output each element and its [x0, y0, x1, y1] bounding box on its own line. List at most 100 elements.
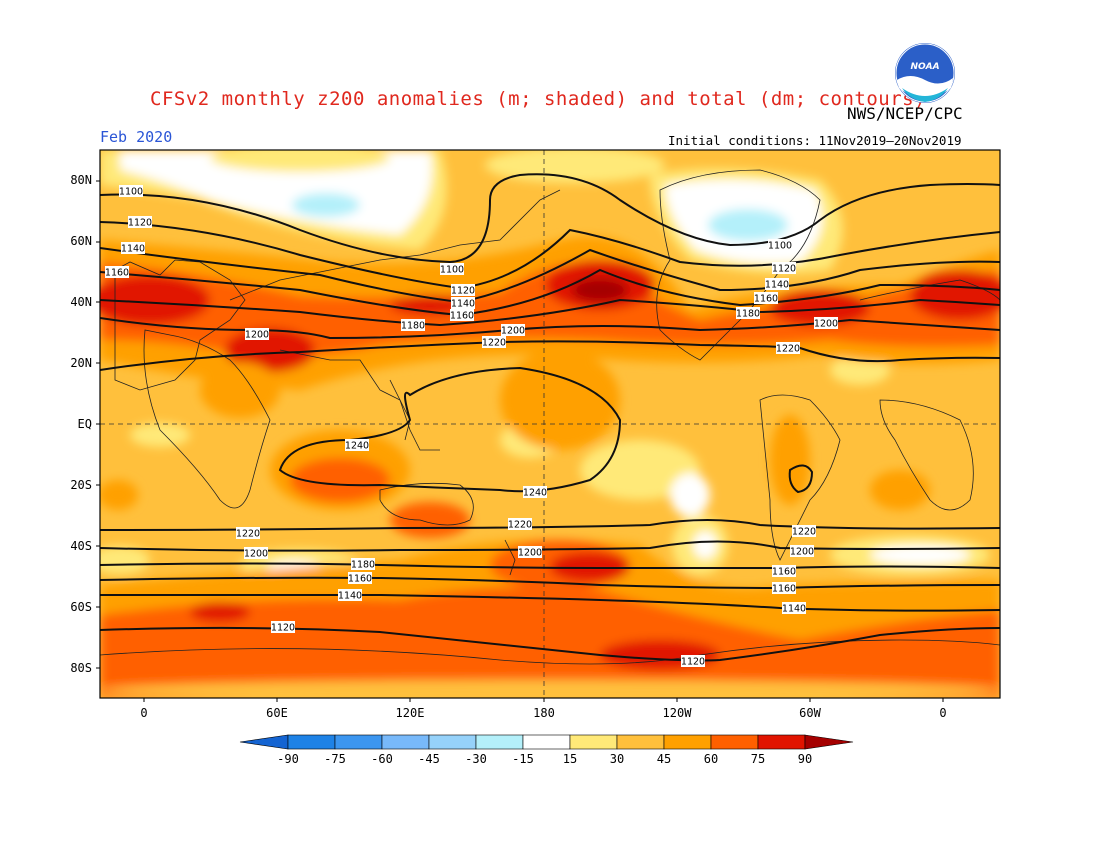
contour-label-bg [814, 317, 838, 329]
contour-label-bg [736, 307, 760, 319]
anomaly-neutral-patch [693, 531, 717, 559]
anomaly-60-belt-south [100, 586, 1000, 698]
anomaly-neutral-patch [670, 473, 710, 517]
contour-label-1120: 1120 [271, 623, 295, 634]
anomaly-negative-arctic [292, 193, 360, 217]
colorbar-label: -90 [277, 752, 299, 766]
lat-label-80s: 80S [70, 661, 92, 675]
coastline [143, 329, 271, 509]
contour-label-1220: 1220 [776, 344, 800, 355]
lat-label-40n: 40N [70, 295, 92, 309]
coastline [759, 394, 841, 561]
colorbar-cell [616, 734, 665, 750]
contour-1160 [100, 268, 1000, 317]
contour-label-bg [776, 342, 800, 354]
contour-label-bg [345, 439, 369, 451]
contour-label-1180: 1180 [736, 309, 760, 320]
contour-label-bg [501, 324, 525, 336]
anomaly-45-pacific [500, 350, 620, 450]
anomaly-15-patch [580, 440, 700, 500]
contour-label-1220: 1220 [482, 338, 506, 349]
colorbar-label: 60 [703, 752, 719, 766]
contour-label-bg [338, 589, 362, 601]
contour-label-bg [792, 525, 816, 537]
contour-label-bg [508, 518, 532, 530]
anomaly-75-europe [100, 275, 210, 325]
anomaly-45-south-america [770, 415, 810, 505]
contour-label-1100: 1100 [119, 187, 143, 198]
anomaly-60-indian-ocean [290, 458, 390, 502]
contour-label-1160: 1160 [105, 268, 129, 279]
contour-label-1180: 1180 [401, 321, 425, 332]
contour-label-1120: 1120 [772, 264, 796, 275]
contour-label-1100: 1100 [768, 241, 792, 252]
anomaly-15-patch [100, 546, 150, 574]
contour-label-bg [271, 621, 295, 633]
contour-label-bg [128, 216, 152, 228]
contour-label-bg [245, 328, 269, 340]
contour-label-bg [772, 262, 796, 274]
contour-1220 [100, 340, 1000, 371]
coastlines [100, 169, 1000, 665]
lon-label-120e: 120E [395, 706, 425, 720]
contour-label-1140: 1140 [451, 299, 475, 310]
contour-label-bg [482, 336, 506, 348]
anomaly-60-australia [390, 502, 470, 538]
lon-ticks [143, 698, 944, 702]
contour-label-1220: 1220 [236, 529, 260, 540]
colorbar [239, 734, 854, 750]
colorbar-cell [334, 734, 383, 750]
contour-label-1200: 1200 [790, 547, 814, 558]
contour-label-bg [244, 547, 268, 559]
contour-label-bg [790, 545, 814, 557]
contour-label-1200: 1200 [814, 319, 838, 330]
anomaly-15-patch [210, 150, 390, 172]
anomaly-75-antarctic [190, 602, 250, 622]
lat-label-60n: 60N [70, 234, 92, 248]
agency-label: NWS/NCEP/CPC [847, 104, 963, 123]
lon-label-180: 180 [533, 706, 555, 720]
contour-label-1120: 1120 [451, 286, 475, 297]
contour-label-bg [351, 558, 375, 570]
contour-label-1160: 1160 [348, 574, 372, 585]
lon-label-0: 0 [140, 706, 148, 720]
svg-text:NOAA: NOAA [910, 62, 939, 72]
initial-conditions: Initial conditions: 11Nov2019–20Nov2019 [668, 133, 962, 148]
contour-label-1120: 1120 [128, 218, 152, 229]
contour-label-1200: 1200 [501, 326, 525, 337]
lat-label-60s: 60S [70, 600, 92, 614]
contour-1180 [100, 298, 1000, 327]
contour-label-bg [119, 185, 143, 197]
contour-1100 [100, 173, 1000, 264]
contour-label-1220: 1220 [508, 520, 532, 531]
anomaly-negative-greenland [708, 209, 788, 241]
lat-label-40s: 40S [70, 539, 92, 553]
contour-1180-south [100, 562, 1000, 570]
contour-label-1120: 1120 [681, 657, 705, 668]
contour-1220-south [100, 519, 1000, 531]
contour-label-bg [451, 297, 475, 309]
lon-label-60e: 60E [266, 706, 288, 720]
colorbar-arrow-low [239, 734, 289, 750]
colorbar-label: -45 [418, 752, 440, 766]
contour-label-bg [681, 655, 705, 667]
contour-label-1140: 1140 [765, 280, 789, 291]
contour-1240-tropical [278, 366, 622, 493]
colorbar-label: -60 [371, 752, 393, 766]
colorbar-arrow-high [804, 734, 854, 750]
contour-label-1160: 1160 [772, 584, 796, 595]
contour-1200-south [100, 540, 1000, 552]
anomaly-60-belt-north [100, 262, 1000, 357]
colorbar-label: -75 [324, 752, 346, 766]
contour-label-1200: 1200 [245, 330, 269, 341]
coastline [114, 259, 246, 391]
anomaly-75-europe-east [910, 270, 1000, 320]
height-contours [100, 173, 1000, 662]
contour-label-bg [450, 309, 474, 321]
colorbar-cell [381, 734, 430, 750]
coastline [389, 379, 411, 441]
contour-label-1160: 1160 [450, 311, 474, 322]
contour-label-bg [451, 284, 475, 296]
colorbar-cell [663, 734, 712, 750]
